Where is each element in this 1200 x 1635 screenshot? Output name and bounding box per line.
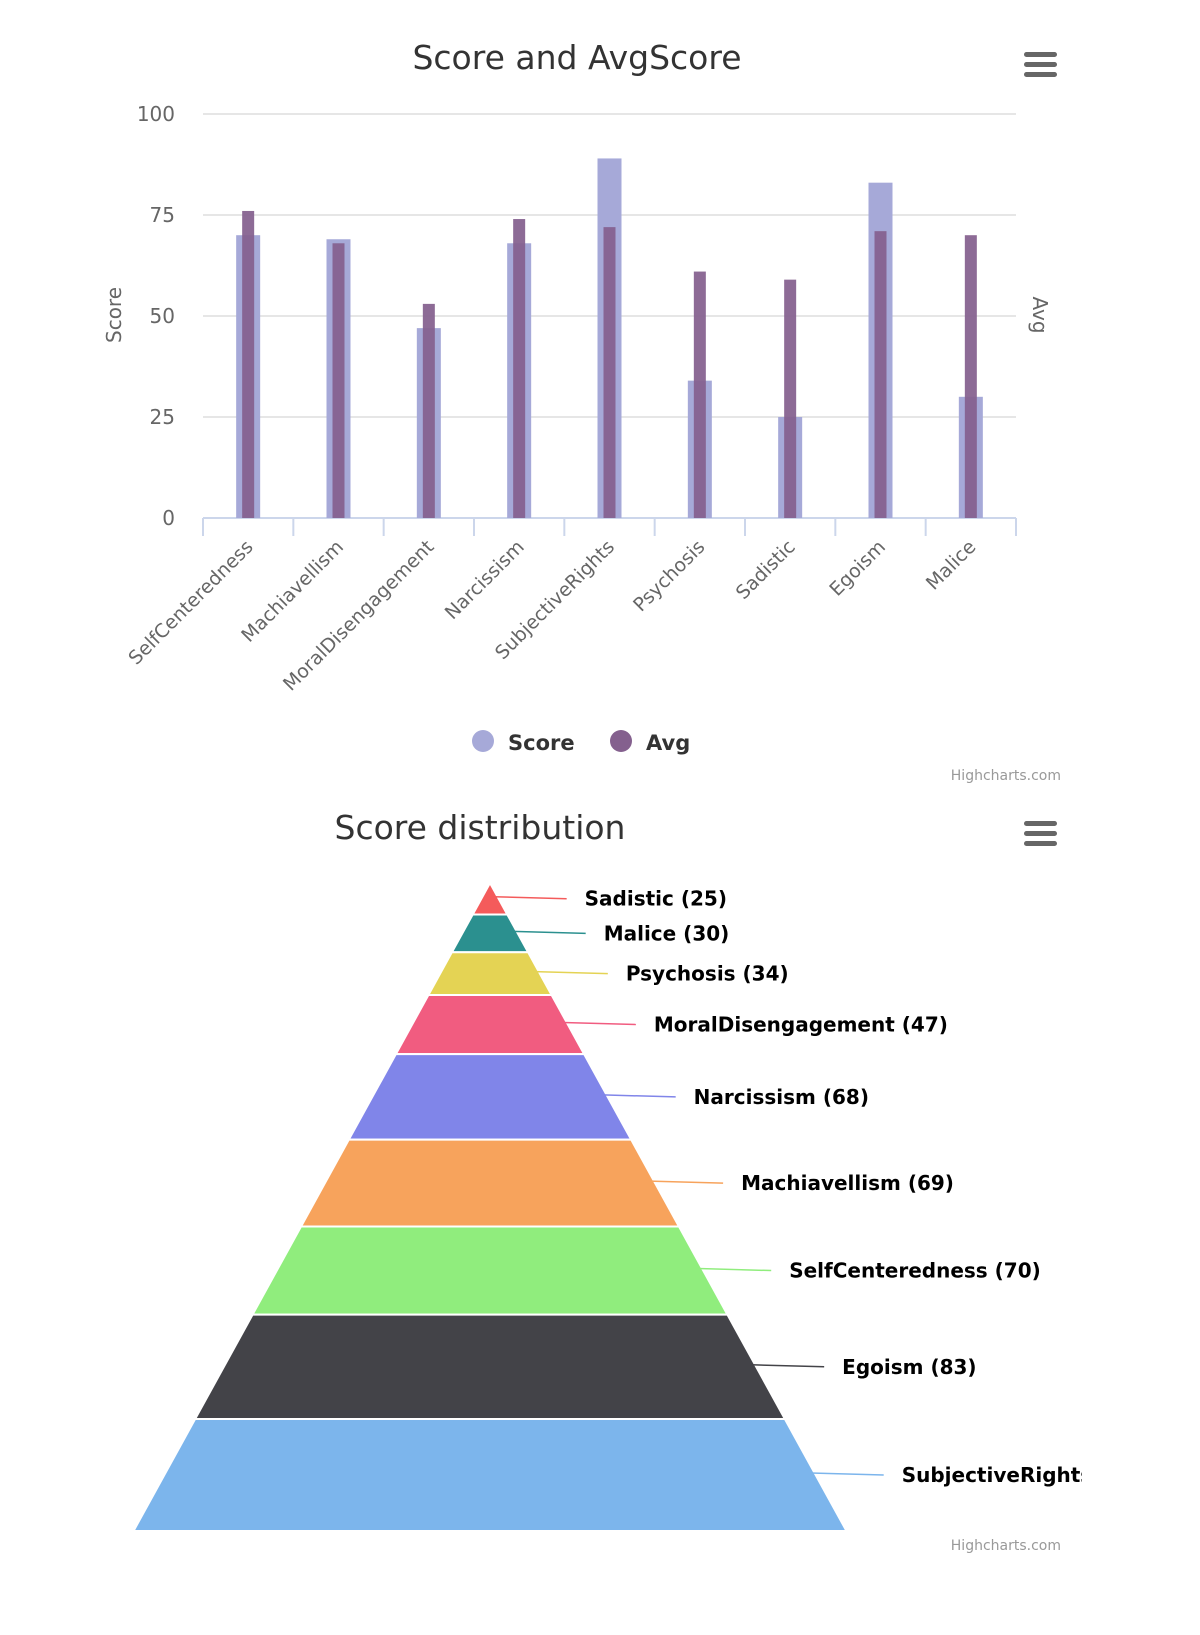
pyramid-segment-selfcenteredness[interactable] [250,1225,730,1316]
x-tick-label: Psychosis [629,536,709,616]
data-label: Malice (30) [604,921,730,945]
y-tick-label: 0 [162,506,175,530]
data-label: Narcissism (68) [694,1085,869,1109]
y-axis-right-title: Avg [1028,296,1052,333]
connector-line [810,1472,884,1476]
connector-line [512,930,586,935]
bar-avg[interactable] [242,210,255,518]
x-tick-label: Malice [922,536,981,595]
chart-title: Score and AvgScore [412,38,741,77]
pyramid-segment-machiavellism[interactable] [299,1138,681,1228]
connector-line [751,1364,825,1368]
connector-line [534,970,608,975]
data-label: Psychosis (34) [626,962,789,986]
pyramid-segment-subjectiverights[interactable] [131,1418,849,1532]
legend-item-avg[interactable]: Avg [610,730,690,755]
x-tick-label: SelfCenteredness [124,536,257,669]
data-label: Sadistic (25) [585,887,727,911]
menu-icon[interactable] [1024,821,1057,846]
connector-line [650,1180,724,1184]
pyramid-segment-egoism[interactable] [193,1313,787,1421]
pyramid-segment-sadistic[interactable] [471,880,509,916]
pyramid-segment-narcissism[interactable] [347,1053,633,1141]
data-label: Machiavellism (69) [741,1171,954,1195]
data-label: Egoism (83) [842,1355,976,1379]
data-label: SelfCenteredness (70) [789,1259,1041,1283]
legend-label: Score [508,731,575,755]
bar-avg[interactable] [874,231,887,518]
y-tick-label: 75 [150,203,175,227]
bar-avg[interactable] [603,227,616,518]
bar-chart: Score and AvgScore Score Avg 0255075100 … [102,38,1061,784]
legend-label: Avg [646,731,690,755]
menu-icon[interactable] [1024,52,1057,77]
legend-item-score[interactable]: Score [472,730,575,755]
x-tick-label: MoralDisengagement [279,536,438,695]
pyramid-segment-malice[interactable] [450,913,530,954]
y-tick-label: 25 [150,405,175,429]
bar-avg[interactable] [332,243,345,518]
y-tick-label: 100 [137,102,175,126]
bar-avg[interactable] [422,303,435,518]
y-axis-title: Score [102,287,126,343]
chart-title: Score distribution [335,808,626,847]
x-tick-label: Egoism [825,536,890,601]
connector-line [602,1094,676,1098]
x-tick-label: Sadistic [732,536,800,604]
data-label: MoralDisengagement (47) [654,1013,948,1037]
connector-line [698,1267,772,1272]
x-tick-label: Narcissism [441,536,529,624]
data-label: SubjectiveRights (89) [902,1463,1146,1487]
credits-link[interactable]: Highcharts.com [951,768,1061,784]
connector-line [493,895,567,900]
credits-link[interactable]: Highcharts.com [951,1538,1061,1554]
bar-avg[interactable] [693,271,706,518]
legend: Score Avg [472,730,690,755]
y-tick-label: 50 [150,304,175,328]
bar-avg[interactable] [513,219,526,519]
pyramid-segment-psychosis[interactable] [426,951,554,996]
bar-avg[interactable] [964,235,977,518]
connector-line [562,1021,636,1026]
pyramid-chart: Score distribution Sadistic (25) Malice (… [131,808,1146,1554]
bar-avg[interactable] [784,279,797,518]
pyramid-segment-moraldisengagement[interactable] [394,993,586,1056]
